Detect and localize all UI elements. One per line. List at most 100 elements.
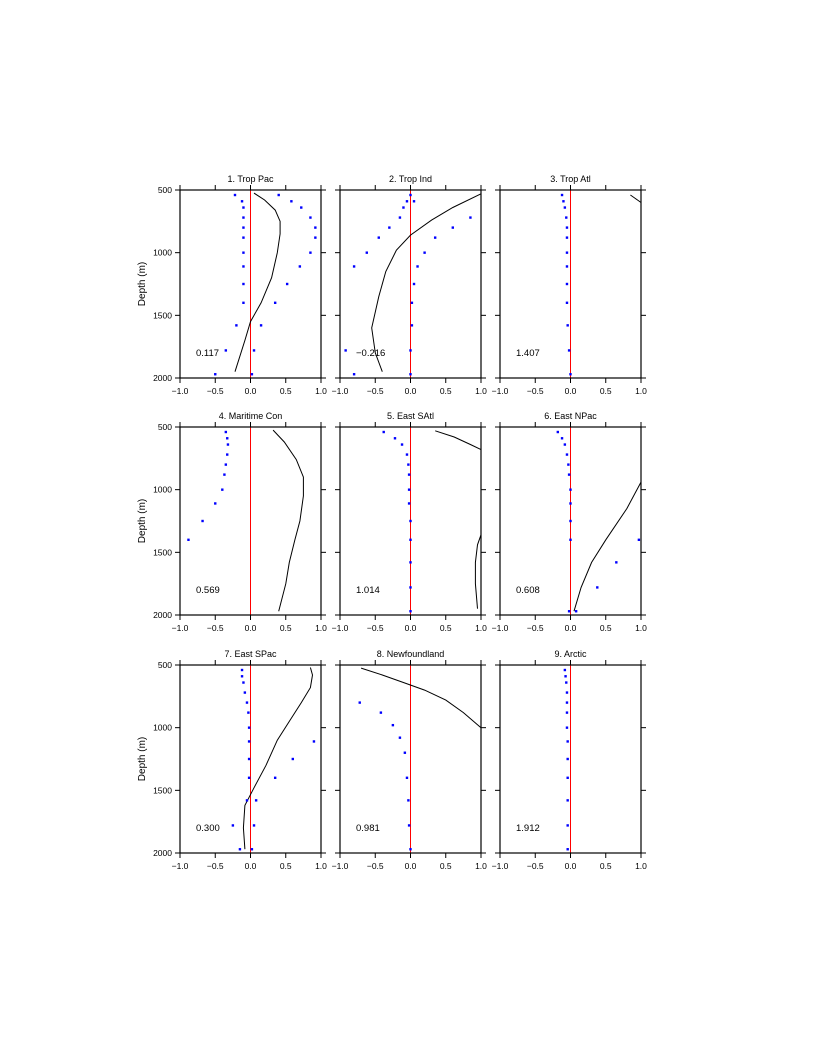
profile-dot	[250, 848, 254, 851]
x-tick-label: −1.0	[332, 861, 349, 871]
profile-dot	[290, 200, 293, 203]
profile-dot	[242, 251, 245, 254]
profile-dot	[314, 236, 317, 239]
profile-dot	[242, 226, 245, 229]
profile-dot	[231, 824, 235, 827]
x-tick-label: −1.0	[492, 623, 509, 633]
panel-annotation: 1.912	[516, 823, 540, 834]
panel-annotation: 1.014	[356, 585, 380, 596]
profile-dot	[242, 301, 245, 304]
profile-dot	[285, 282, 289, 286]
x-tick-label: 0.5	[440, 623, 452, 633]
y-tick-label: 500	[158, 422, 172, 432]
x-tick-label: 1.0	[315, 623, 327, 633]
profile-dot	[407, 824, 411, 827]
profile-dot	[565, 691, 569, 694]
x-tick-label: 1.0	[475, 623, 487, 633]
profile-dot	[242, 681, 245, 684]
profile-dot	[379, 711, 383, 714]
profile-dot	[565, 236, 569, 239]
profile-dot	[405, 200, 409, 203]
profile-dot	[563, 206, 567, 209]
profile-dot	[245, 701, 249, 704]
profile-dot	[409, 193, 412, 197]
x-tick-label: 1.0	[315, 386, 327, 396]
profile-dot	[247, 726, 251, 729]
y-tick-label: 2000	[153, 848, 172, 858]
profile-line	[234, 192, 281, 372]
profile-dot	[565, 265, 569, 268]
y-axis-label: Depth (m)	[137, 737, 148, 781]
panel-title: 1. Trop Pac	[227, 174, 274, 184]
x-tick-label: 1.0	[635, 386, 647, 396]
profile-dot	[565, 251, 569, 254]
profile-dot	[242, 265, 245, 268]
profile-dot	[226, 443, 230, 446]
x-tick-label: −0.5	[207, 623, 224, 633]
x-tick-label: −1.0	[172, 861, 189, 871]
profile-dot	[565, 711, 569, 714]
profile-dot	[565, 216, 568, 219]
x-tick-label: 0.0	[565, 861, 577, 871]
x-tick-label: 0.5	[280, 386, 292, 396]
x-tick-label: 1.0	[475, 861, 487, 871]
profile-dot	[352, 265, 356, 268]
profile-dot	[298, 265, 302, 268]
x-tick-label: 1.0	[635, 861, 647, 871]
profile-line	[474, 534, 482, 609]
profile-dot	[300, 206, 303, 209]
profile-dot	[566, 799, 569, 802]
profile-dot	[565, 226, 569, 229]
profile-dot	[382, 430, 385, 434]
profile-dot	[407, 473, 411, 476]
x-tick-label: 1.0	[475, 386, 487, 396]
profile-dot	[242, 206, 245, 209]
profile-line	[371, 193, 482, 372]
x-tick-label: −1.0	[172, 623, 189, 633]
x-tick-label: 0.0	[405, 386, 417, 396]
profile-dot	[569, 502, 572, 505]
profile-dot	[291, 757, 294, 761]
x-tick-label: −1.0	[332, 623, 349, 633]
profile-dot	[314, 226, 317, 229]
profile-dot	[566, 848, 569, 851]
profile-dot	[235, 324, 238, 327]
x-tick-label: 0.5	[440, 386, 452, 396]
profile-dot	[240, 200, 244, 203]
profile-dot	[565, 453, 569, 456]
x-tick-label: −0.5	[367, 623, 384, 633]
profile-dot	[637, 538, 641, 541]
panel-annotation: 0.300	[196, 823, 220, 834]
profile-dot	[187, 538, 190, 541]
profile-dot	[238, 848, 242, 851]
y-tick-label: 1500	[153, 310, 172, 320]
y-tick-label: 2000	[153, 610, 172, 620]
profile-dot	[407, 799, 410, 802]
x-tick-label: 1.0	[315, 861, 327, 871]
panel-title: 8. Newfoundland	[377, 649, 445, 659]
profile-dot	[409, 586, 412, 589]
profile-dot	[388, 226, 391, 229]
profile-dot	[562, 200, 565, 203]
profile-dot	[569, 488, 572, 491]
profile-dot	[567, 463, 570, 466]
profile-dot	[400, 443, 404, 446]
y-tick-label: 500	[158, 185, 172, 195]
y-tick-label: 500	[158, 660, 172, 670]
profile-dot	[309, 251, 312, 254]
profile-dot	[565, 726, 569, 729]
profile-line	[360, 667, 482, 729]
profile-dot	[565, 282, 569, 286]
profile-dot	[273, 301, 277, 304]
profile-dot	[409, 349, 412, 352]
profile-dot	[242, 236, 245, 239]
profile-dot	[564, 675, 567, 678]
profile-dot	[412, 200, 416, 203]
profile-dot	[402, 206, 405, 209]
x-tick-label: 0.0	[245, 623, 257, 633]
profile-dot	[221, 488, 224, 491]
x-tick-label: −0.5	[367, 861, 384, 871]
profile-dot	[574, 610, 578, 613]
y-tick-label: 1000	[153, 248, 172, 258]
profile-dot	[358, 701, 361, 704]
